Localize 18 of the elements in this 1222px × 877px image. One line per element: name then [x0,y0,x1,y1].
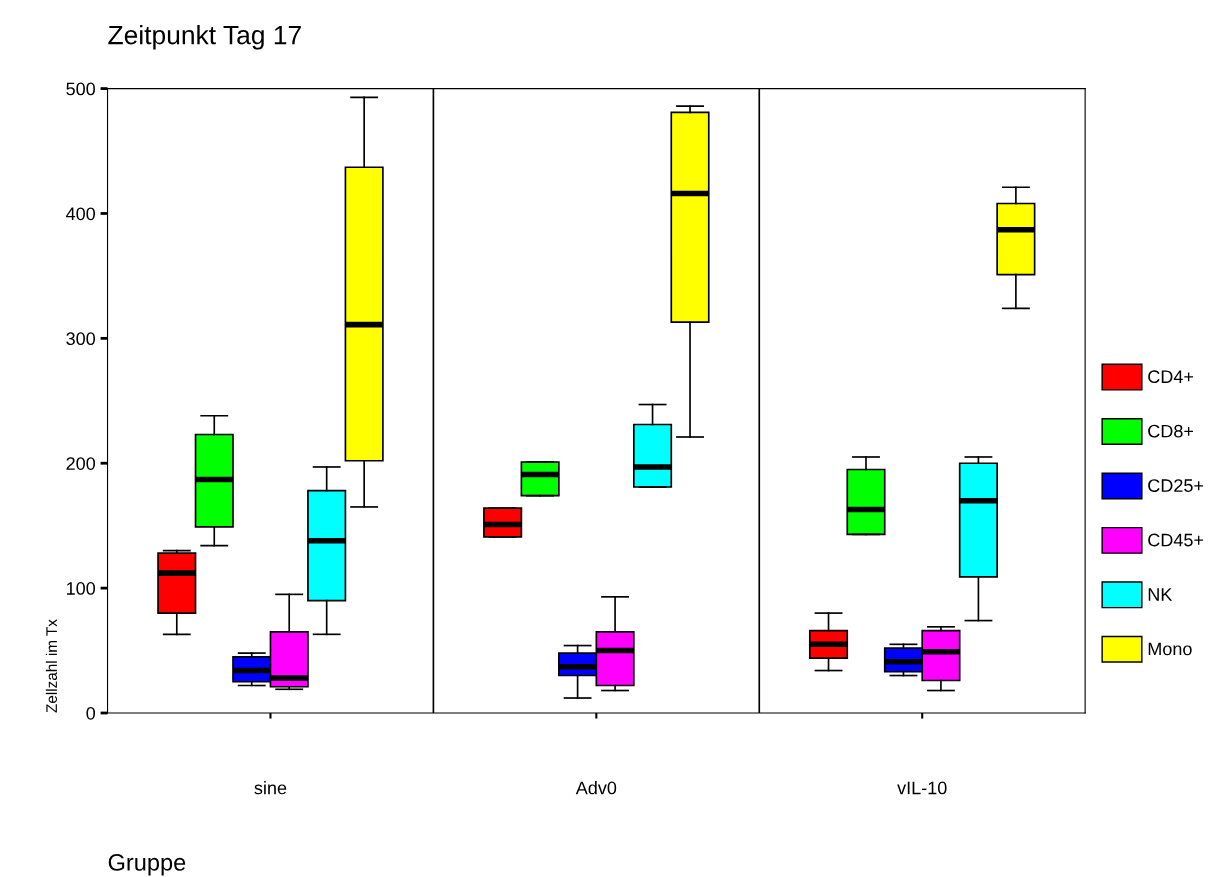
legend-label: CD25+ [1148,479,1204,492]
legend-label: CD4+ [1148,370,1194,384]
y-tick-label: 300 [66,332,96,346]
y-tick-label: 500 [66,82,96,96]
x-tick-label: Adv0 [575,781,617,795]
y-tick-label: 400 [66,207,96,221]
chart-title: Zeitpunkt Tag 17 [108,25,301,50]
legend-label: NK [1148,588,1173,601]
x-axis-title: Gruppe [108,854,186,876]
x-tick-label: vIL-10 [897,781,947,795]
y-axis-title: Zellzahl im Tx [45,619,58,713]
legend-label: CD8+ [1148,424,1194,438]
legend-label: Mono [1148,642,1192,656]
legend-label: CD45+ [1148,533,1204,547]
y-tick-label: 100 [66,582,96,595]
x-tick-label: sine [254,781,287,795]
y-tick-label: 200 [66,457,96,470]
y-tick-label: 0 [86,706,96,720]
